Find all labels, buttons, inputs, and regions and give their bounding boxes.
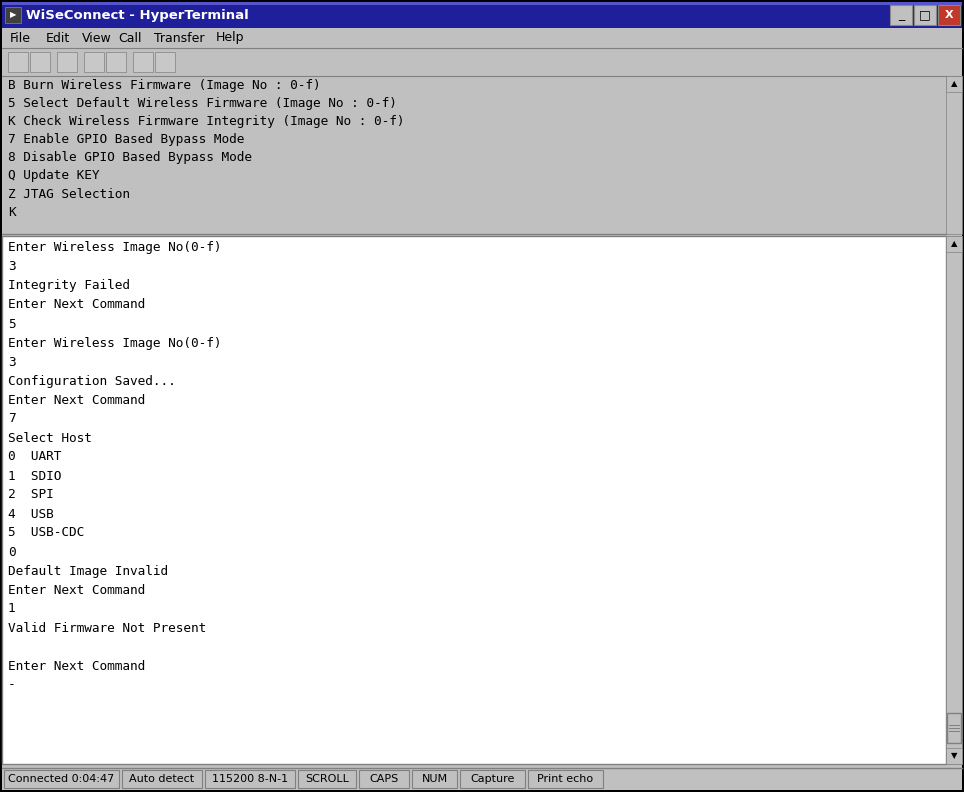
- Bar: [946, 76, 962, 234]
- Text: Integrity Failed: Integrity Failed: [8, 280, 130, 292]
- Bar: [2, 236, 946, 764]
- Bar: [460, 770, 525, 788]
- Bar: [914, 5, 936, 25]
- Bar: [890, 5, 912, 25]
- Text: 5  USB-CDC: 5 USB-CDC: [8, 527, 84, 539]
- Bar: [4, 770, 119, 788]
- Text: _: _: [897, 9, 904, 21]
- Bar: [2, 2, 962, 5]
- Bar: [359, 770, 409, 788]
- Text: 1: 1: [8, 603, 15, 615]
- Bar: [30, 52, 50, 72]
- Text: Enter Wireless Image No(0-f): Enter Wireless Image No(0-f): [8, 242, 222, 254]
- Text: X: X: [945, 10, 953, 20]
- Bar: [205, 770, 295, 788]
- Text: Enter Next Command: Enter Next Command: [8, 394, 146, 406]
- Text: Help: Help: [216, 32, 245, 44]
- Text: □: □: [919, 9, 931, 21]
- Text: 7 Enable GPIO Based Bypass Mode: 7 Enable GPIO Based Bypass Mode: [8, 134, 245, 147]
- Text: CAPS: CAPS: [369, 774, 399, 784]
- Text: Configuration Saved...: Configuration Saved...: [8, 375, 175, 387]
- Text: -: -: [8, 679, 15, 691]
- Text: ▲: ▲: [951, 239, 957, 249]
- Bar: [5, 7, 21, 23]
- Text: 0  UART: 0 UART: [8, 451, 62, 463]
- Bar: [106, 52, 126, 72]
- Text: 5 Select Default Wireless Firmware (Image No : 0-f): 5 Select Default Wireless Firmware (Imag…: [8, 97, 397, 111]
- Bar: [122, 770, 202, 788]
- Text: Enter Wireless Image No(0-f): Enter Wireless Image No(0-f): [8, 337, 222, 349]
- Bar: [946, 748, 962, 764]
- Text: ▲: ▲: [951, 79, 957, 89]
- Text: 2  SPI: 2 SPI: [8, 489, 54, 501]
- Text: Default Image Invalid: Default Image Invalid: [8, 565, 168, 577]
- Text: Q Update KEY: Q Update KEY: [8, 169, 99, 182]
- Text: ▶: ▶: [10, 10, 16, 20]
- Text: Print echo: Print echo: [538, 774, 594, 784]
- Text: 3: 3: [8, 261, 15, 273]
- Bar: [2, 76, 946, 234]
- Bar: [8, 52, 28, 72]
- Text: K Check Wireless Firmware Integrity (Image No : 0-f): K Check Wireless Firmware Integrity (Ima…: [8, 116, 405, 128]
- Text: Auto detect: Auto detect: [129, 774, 195, 784]
- Text: Select Host: Select Host: [8, 432, 92, 444]
- Text: View: View: [82, 32, 112, 44]
- Text: Z JTAG Selection: Z JTAG Selection: [8, 188, 130, 200]
- Text: File: File: [10, 32, 31, 44]
- Text: B Burn Wireless Firmware (Image No : 0-f): B Burn Wireless Firmware (Image No : 0-f…: [8, 79, 321, 93]
- Text: 8 Disable GPIO Based Bypass Mode: 8 Disable GPIO Based Bypass Mode: [8, 151, 252, 165]
- Bar: [947, 713, 961, 743]
- Bar: [2, 48, 962, 76]
- Bar: [2, 2, 962, 28]
- Text: 115200 8-N-1: 115200 8-N-1: [212, 774, 288, 784]
- Bar: [133, 52, 153, 72]
- Text: Edit: Edit: [46, 32, 70, 44]
- Text: Enter Next Command: Enter Next Command: [8, 299, 146, 311]
- Bar: [2, 28, 962, 48]
- Text: ▼: ▼: [951, 752, 957, 760]
- Text: WiSeConnect - HyperTerminal: WiSeConnect - HyperTerminal: [26, 9, 249, 21]
- Text: K: K: [8, 205, 15, 219]
- Bar: [946, 76, 962, 92]
- Text: Enter Next Command: Enter Next Command: [8, 584, 146, 596]
- Text: 1  SDIO: 1 SDIO: [8, 470, 62, 482]
- Text: Enter Next Command: Enter Next Command: [8, 660, 146, 672]
- Text: 5: 5: [8, 318, 15, 330]
- Text: 3: 3: [8, 356, 15, 368]
- Bar: [946, 236, 962, 764]
- Bar: [946, 236, 962, 252]
- Text: 4  USB: 4 USB: [8, 508, 54, 520]
- Bar: [57, 52, 77, 72]
- Text: Capture: Capture: [470, 774, 515, 784]
- Text: NUM: NUM: [421, 774, 447, 784]
- Text: Valid Firmware Not Present: Valid Firmware Not Present: [8, 622, 206, 634]
- Text: 7: 7: [8, 413, 15, 425]
- Text: Call: Call: [118, 32, 142, 44]
- Text: SCROLL: SCROLL: [305, 774, 349, 784]
- Bar: [298, 770, 356, 788]
- Bar: [2, 768, 962, 790]
- Bar: [84, 52, 104, 72]
- Bar: [938, 5, 960, 25]
- Bar: [412, 770, 457, 788]
- Text: Connected 0:04:47: Connected 0:04:47: [9, 774, 115, 784]
- Bar: [528, 770, 603, 788]
- Text: Transfer: Transfer: [154, 32, 204, 44]
- Text: 0: 0: [8, 546, 15, 558]
- Bar: [155, 52, 175, 72]
